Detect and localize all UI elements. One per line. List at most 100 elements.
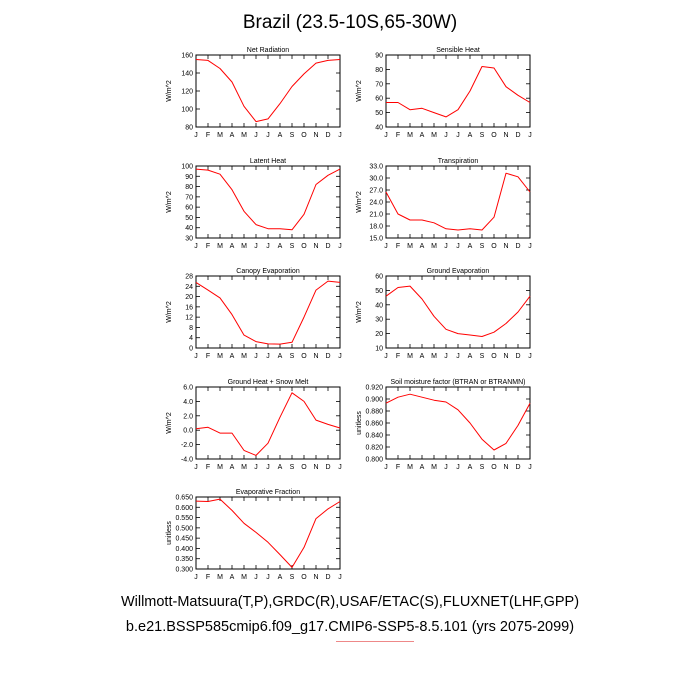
x-tick-label: J xyxy=(444,353,448,360)
y-tick-label: 160 xyxy=(181,53,193,60)
panel-title: Evaporative Fraction xyxy=(236,489,300,496)
x-tick-label: O xyxy=(301,353,307,360)
y-tick-label: 70 xyxy=(375,81,383,88)
footer-underline xyxy=(336,641,414,642)
x-tick-label: M xyxy=(217,353,223,360)
x-tick-label: J xyxy=(444,464,448,471)
x-tick-label: S xyxy=(290,132,295,139)
x-tick-label: S xyxy=(480,353,485,360)
y-tick-label: 0.500 xyxy=(175,525,193,532)
x-tick-label: J xyxy=(528,132,532,139)
y-tick-label: 15.0 xyxy=(369,236,383,243)
y-axis-label: unitless xyxy=(356,411,363,435)
x-tick-label: N xyxy=(313,132,318,139)
figure-title: Brazil (23.5-10S,65-30W) xyxy=(242,12,458,33)
y-tick-label: 0.650 xyxy=(175,495,193,502)
x-tick-label: O xyxy=(301,132,307,139)
x-tick-label: M xyxy=(241,132,247,139)
y-tick-label: 10 xyxy=(375,346,383,353)
y-tick-label: 60 xyxy=(375,274,383,281)
panel-title: Ground Heat + Snow Melt xyxy=(228,379,309,386)
series-line xyxy=(195,280,341,345)
x-tick-label: O xyxy=(491,464,497,471)
x-tick-label: D xyxy=(325,243,330,250)
x-tick-label: A xyxy=(230,243,235,250)
y-tick-label: 18.0 xyxy=(369,224,383,231)
y-tick-label: 90 xyxy=(375,53,383,60)
y-tick-label: 21.0 xyxy=(369,212,383,219)
x-tick-label: J xyxy=(266,464,270,471)
y-tick-label: 80 xyxy=(185,125,193,132)
x-tick-label: M xyxy=(407,353,413,360)
x-tick-label: J xyxy=(456,353,460,360)
x-tick-label: D xyxy=(515,132,520,139)
y-tick-label: 0.0 xyxy=(183,428,193,435)
x-tick-label: J xyxy=(194,353,198,360)
y-tick-label: 0.550 xyxy=(175,515,193,522)
x-tick-label: M xyxy=(241,353,247,360)
x-tick-label: J xyxy=(456,464,460,471)
y-tick-label: 6.0 xyxy=(183,385,193,392)
y-tick-label: 0.920 xyxy=(365,385,383,392)
x-tick-label: A xyxy=(278,353,283,360)
plot-frame xyxy=(195,165,341,239)
y-tick-label: 24.0 xyxy=(369,200,383,207)
x-tick-label: J xyxy=(528,353,532,360)
x-tick-label: M xyxy=(241,464,247,471)
y-tick-label: 50 xyxy=(185,215,193,222)
y-tick-label: 80 xyxy=(375,67,383,74)
series-line xyxy=(385,285,531,337)
plot-frame xyxy=(385,54,531,128)
y-tick-label: 100 xyxy=(181,164,193,171)
x-tick-label: D xyxy=(515,353,520,360)
x-tick-label: J xyxy=(528,464,532,471)
y-tick-label: 0.900 xyxy=(365,397,383,404)
x-tick-label: F xyxy=(396,243,400,250)
x-tick-label: O xyxy=(491,132,497,139)
x-tick-label: S xyxy=(290,574,295,581)
y-tick-label: 50 xyxy=(375,110,383,117)
x-tick-label: J xyxy=(444,243,448,250)
x-tick-label: F xyxy=(206,464,210,471)
x-tick-label: A xyxy=(278,464,283,471)
x-tick-label: J xyxy=(266,132,270,139)
x-tick-label: D xyxy=(325,353,330,360)
panel-title: Transpiration xyxy=(438,158,479,165)
x-tick-label: A xyxy=(420,132,425,139)
x-tick-label: M xyxy=(217,132,223,139)
x-tick-label: S xyxy=(290,353,295,360)
x-tick-label: N xyxy=(503,464,508,471)
x-tick-label: M xyxy=(217,464,223,471)
x-tick-label: D xyxy=(325,574,330,581)
x-tick-label: O xyxy=(301,243,307,250)
x-tick-label: O xyxy=(491,243,497,250)
x-tick-label: A xyxy=(278,574,283,581)
x-tick-label: J xyxy=(194,574,198,581)
y-tick-label: 20 xyxy=(185,294,193,301)
plot-frame xyxy=(385,165,531,239)
x-tick-label: J xyxy=(254,243,258,250)
y-tick-label: 4 xyxy=(189,335,193,342)
y-tick-label: 0.880 xyxy=(365,409,383,416)
y-tick-label: 40 xyxy=(375,125,383,132)
x-tick-label: J xyxy=(338,464,342,471)
y-tick-label: 0.300 xyxy=(175,567,193,574)
y-tick-label: 50 xyxy=(375,288,383,295)
y-tick-label: 0.600 xyxy=(175,505,193,512)
y-tick-label: 27.0 xyxy=(369,188,383,195)
x-tick-label: F xyxy=(206,574,210,581)
x-tick-label: F xyxy=(396,132,400,139)
y-tick-label: 24 xyxy=(185,284,193,291)
y-axis-label: unitless xyxy=(166,521,173,545)
y-tick-label: 0.350 xyxy=(175,556,193,563)
y-tick-label: 0 xyxy=(189,346,193,353)
x-tick-label: N xyxy=(503,132,508,139)
chart-panel-8: Soil moisture factor (BTRAN or BTRANMN) u… xyxy=(356,379,532,471)
x-tick-label: J xyxy=(266,574,270,581)
x-tick-label: F xyxy=(206,353,210,360)
y-tick-label: 80 xyxy=(185,184,193,191)
